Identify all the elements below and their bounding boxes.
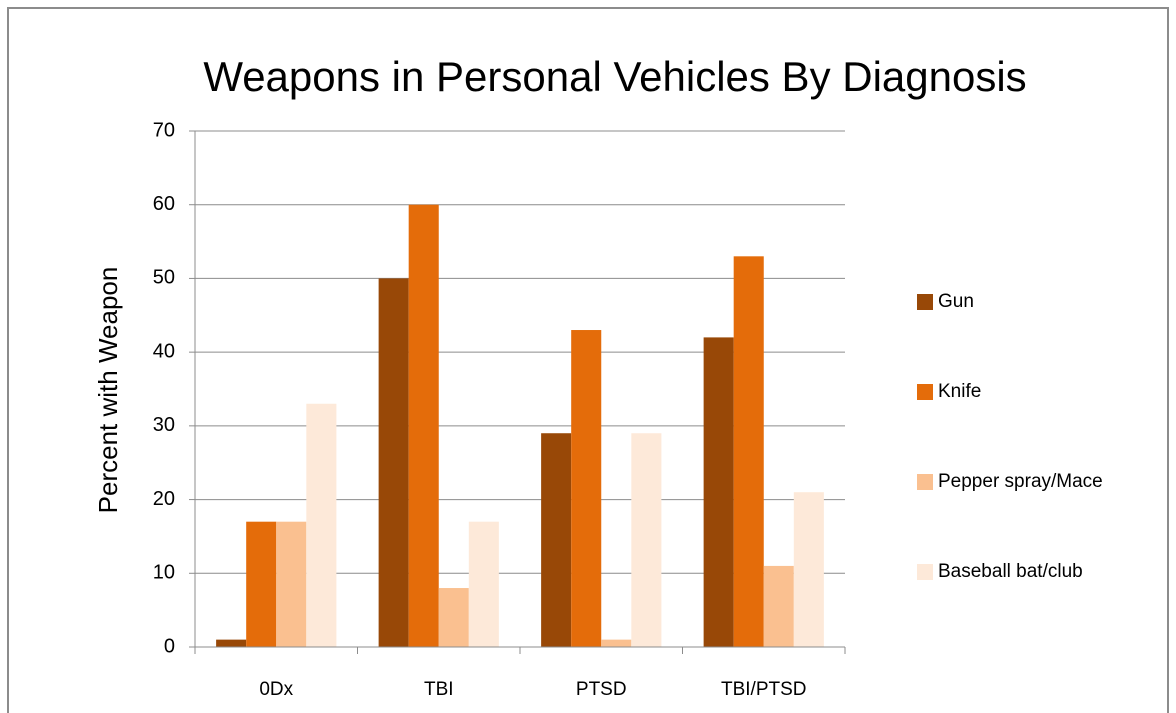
legend-swatch xyxy=(917,564,933,580)
x-tick-label: PTSD xyxy=(576,679,627,700)
bar xyxy=(541,433,572,647)
y-tick-label: 50 xyxy=(153,267,175,289)
legend-label: Baseball bat/club xyxy=(938,561,1083,582)
bar xyxy=(276,521,307,647)
y-tick-label: 60 xyxy=(153,193,175,215)
bar xyxy=(571,330,602,647)
y-tick-label: 10 xyxy=(153,562,175,584)
y-tick-label: 0 xyxy=(164,635,175,657)
legend-label: Knife xyxy=(938,381,981,402)
bar xyxy=(468,521,499,647)
bar xyxy=(763,565,794,647)
y-axis-label: Percent with Weapon xyxy=(93,267,123,514)
bar xyxy=(438,588,469,647)
legend-swatch xyxy=(917,474,933,490)
y-tick-label: 30 xyxy=(153,414,175,436)
y-tick-label: 20 xyxy=(153,488,175,510)
bar xyxy=(216,639,247,647)
chart-title: Weapons in Personal Vehicles By Diagnosi… xyxy=(203,53,1026,100)
bar xyxy=(631,433,662,647)
bar xyxy=(408,204,439,647)
legend-label: Gun xyxy=(938,291,974,312)
x-tick-label: TBI xyxy=(424,679,454,700)
x-tick-label: 0Dx xyxy=(259,679,293,700)
bar xyxy=(306,403,337,647)
legend-swatch xyxy=(917,384,933,400)
bar xyxy=(246,521,277,647)
bar xyxy=(703,337,734,647)
bar xyxy=(601,639,632,647)
bar xyxy=(733,256,764,647)
bar xyxy=(378,278,409,647)
y-tick-label: 70 xyxy=(153,119,175,141)
legend-swatch xyxy=(917,294,933,310)
legend-label: Pepper spray/Mace xyxy=(938,471,1103,492)
bar xyxy=(793,492,824,647)
y-tick-label: 40 xyxy=(153,340,175,362)
x-tick-label: TBI/PTSD xyxy=(721,679,807,700)
